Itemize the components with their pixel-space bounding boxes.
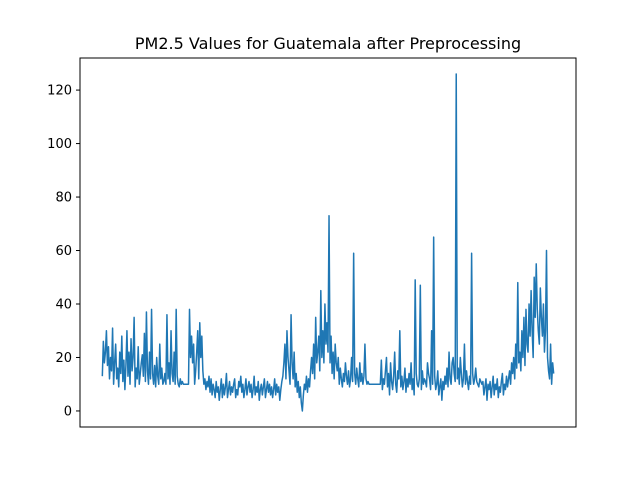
y-tick-label: 60 bbox=[55, 244, 72, 259]
series-line-0 bbox=[101, 73, 555, 412]
y-tick-label: 120 bbox=[47, 84, 72, 99]
plot-area bbox=[101, 73, 555, 412]
axes-frame bbox=[79, 57, 577, 428]
y-tick-label: 0 bbox=[64, 404, 72, 419]
y-tick-label: 80 bbox=[55, 191, 72, 206]
y-axis: 0 20 40 60 80 100 120 bbox=[47, 84, 80, 419]
y-tick-label: 40 bbox=[55, 298, 72, 313]
chart-title: PM2.5 Values for Guatemala after Preproc… bbox=[135, 34, 521, 53]
y-tick-label: 100 bbox=[47, 137, 72, 152]
y-tick-label: 20 bbox=[55, 351, 72, 366]
